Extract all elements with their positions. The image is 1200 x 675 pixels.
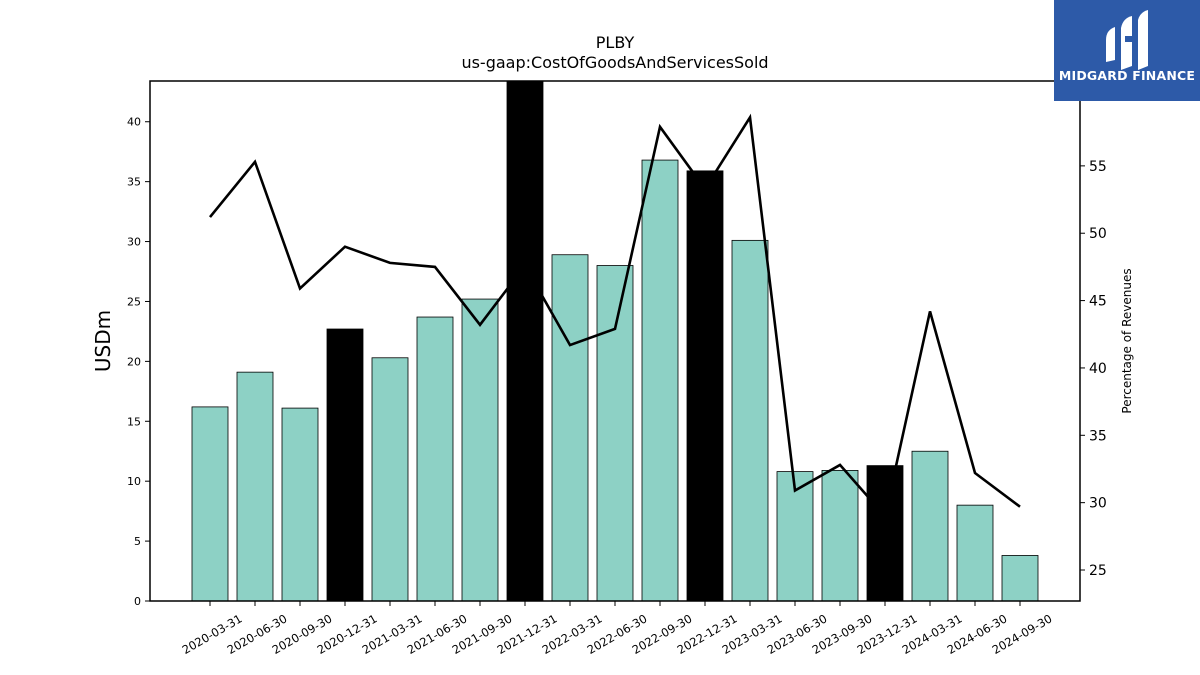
midgard-finance-logo: MIDGARD FINANCE bbox=[1054, 0, 1200, 101]
y2-tick-label: 35 bbox=[1089, 428, 1107, 444]
bar bbox=[1001, 555, 1039, 602]
bar bbox=[911, 450, 949, 602]
bar bbox=[326, 328, 364, 602]
y-tick-label: 25 bbox=[127, 295, 141, 308]
y-tick-label: 20 bbox=[127, 355, 141, 368]
y-tick-label: 30 bbox=[127, 236, 141, 249]
line-series bbox=[208, 113, 1021, 519]
bar bbox=[596, 265, 634, 602]
bar bbox=[731, 239, 769, 602]
bar bbox=[236, 371, 274, 602]
y-axis-label: USDm bbox=[91, 310, 115, 372]
chart-subtitle: us-gaap:CostOfGoodsAndServicesSold bbox=[461, 53, 768, 72]
bar bbox=[956, 504, 994, 602]
y2-tick-label: 50 bbox=[1089, 226, 1107, 242]
bar bbox=[371, 357, 409, 602]
logo-mark-icon bbox=[1106, 10, 1148, 70]
bar bbox=[506, 80, 544, 602]
logo-text: MIDGARD FINANCE bbox=[1058, 68, 1196, 83]
chart-title: PLBY bbox=[596, 33, 635, 52]
line-layer bbox=[208, 113, 1021, 519]
y2-tick-label: 45 bbox=[1089, 294, 1107, 310]
y-tick-label: 10 bbox=[127, 475, 141, 488]
bar bbox=[821, 470, 859, 602]
x-axis: 2020-03-312020-06-302020-09-302020-12-31… bbox=[180, 601, 1055, 657]
bar bbox=[866, 465, 904, 602]
y2-tick-label: 25 bbox=[1089, 563, 1107, 579]
left-axis: 0 5 10 15 20 25 30 35 40 bbox=[127, 116, 150, 608]
y2-tick-label: 40 bbox=[1089, 361, 1107, 377]
bar bbox=[641, 159, 679, 602]
bar bbox=[686, 170, 724, 602]
y2-tick-label: 30 bbox=[1089, 496, 1107, 512]
y-tick-label: 35 bbox=[127, 176, 141, 189]
bar bbox=[416, 316, 454, 602]
bar bbox=[776, 471, 814, 602]
y2-tick-label: 55 bbox=[1089, 159, 1107, 175]
bar bbox=[551, 254, 589, 602]
right-axis: 25 30 35 40 45 50 55 bbox=[1080, 159, 1107, 579]
y2-axis-label: Percentage of Revenues bbox=[1120, 268, 1134, 413]
bars-layer bbox=[191, 80, 1039, 602]
bar bbox=[281, 407, 319, 602]
y-tick-label: 0 bbox=[134, 595, 141, 608]
bar bbox=[461, 298, 499, 602]
y-tick-label: 15 bbox=[127, 415, 141, 428]
y-tick-label: 40 bbox=[127, 116, 141, 129]
bar bbox=[191, 406, 229, 602]
y-tick-label: 5 bbox=[134, 535, 141, 548]
